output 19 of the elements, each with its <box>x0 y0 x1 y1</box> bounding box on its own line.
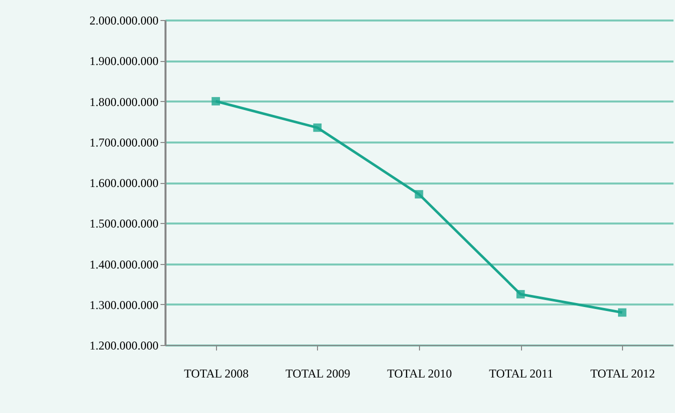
x-tick-label: TOTAL 2011 <box>488 366 554 380</box>
x-tick-label: TOTAL 2012 <box>590 366 656 380</box>
y-tick-label: 1.300.000.000 <box>90 298 158 312</box>
y-tick-label: 1.200.000.000 <box>90 338 158 352</box>
y-tick-label: 1.900.000.000 <box>90 54 158 68</box>
y-tick-label: 2.000.000.000 <box>90 14 158 28</box>
point <box>414 190 424 198</box>
x-tick-label: TOTAL 2009 <box>286 366 350 380</box>
y-tick-label: 1.800.000.000 <box>90 94 158 109</box>
y-tick-label: 1.500.000.000 <box>90 216 158 231</box>
point <box>516 290 525 298</box>
y-tick-label: 1.600.000.000 <box>90 176 158 190</box>
x-tick-label: TOTAL 2008 <box>184 366 249 380</box>
y-tick-label: 1.400.000.000 <box>90 257 158 272</box>
point <box>212 97 220 106</box>
point <box>313 123 322 132</box>
y-tick-label: 1.700.000.000 <box>90 135 158 150</box>
x-tick-label: TOTAL 2010 <box>387 366 452 380</box>
point <box>618 308 626 317</box>
